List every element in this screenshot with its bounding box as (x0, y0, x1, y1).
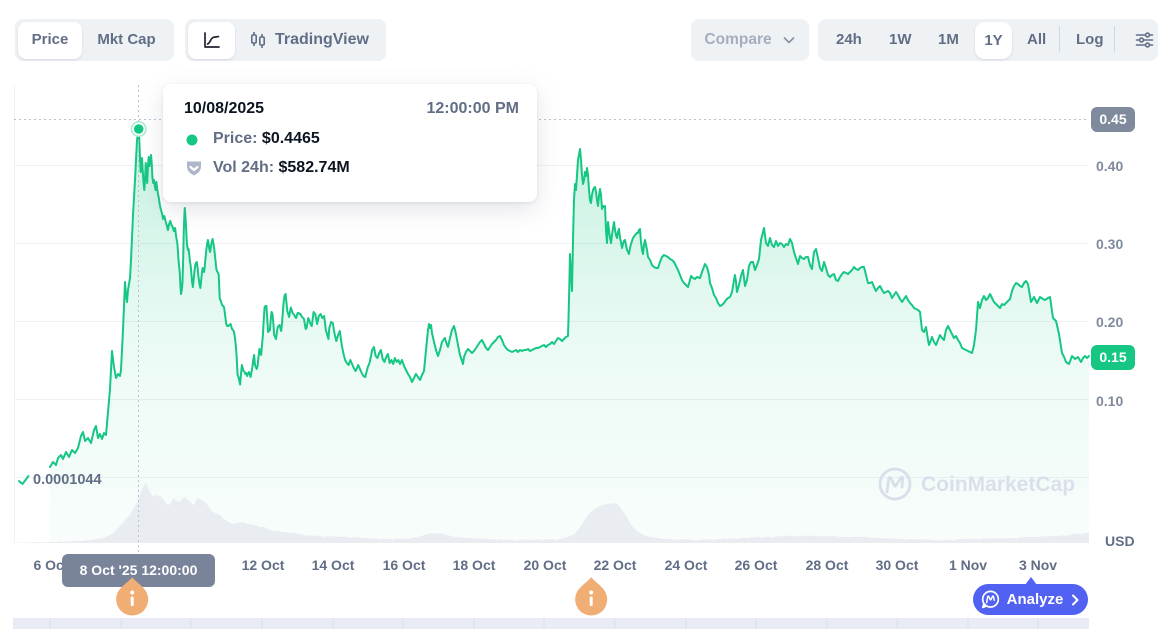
svg-text:0.0001044: 0.0001044 (33, 472, 102, 488)
svg-text:CoinMarketCap: CoinMarketCap (921, 473, 1075, 496)
